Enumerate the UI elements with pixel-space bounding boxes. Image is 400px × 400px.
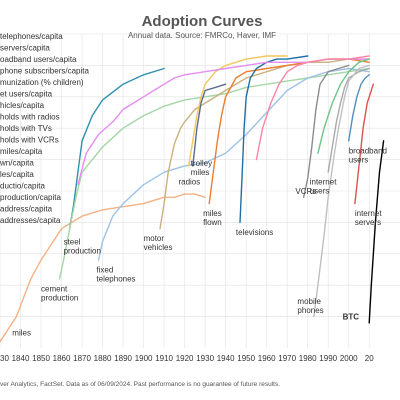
series-lines	[0, 55, 385, 343]
series-label-10: internet users	[310, 178, 337, 196]
series-line-15	[77, 58, 370, 186]
series-line-8	[239, 55, 309, 224]
legend-entry-13: ductio/capita	[0, 182, 45, 191]
chart-subtitle: Annual data. Source: FMRCo, Haver, IMF	[128, 31, 276, 40]
legend-entry-11: wn/capita	[0, 159, 34, 168]
legend-entry-6: hicles/capita	[0, 101, 45, 110]
x-tick-1990: 1990	[319, 354, 337, 363]
legend-entry-8: holds with TVs	[0, 124, 52, 133]
series-line-14	[368, 140, 385, 324]
legend-entry-4: munization (% children)	[0, 78, 84, 87]
series-label-2: cement production	[41, 284, 78, 302]
x-tick-1900: 1900	[135, 354, 153, 363]
x-tick-1940: 1940	[217, 354, 235, 363]
series-label-11: mobile phones	[297, 297, 323, 315]
series-line-11	[313, 64, 370, 318]
series-label-12: broadband users	[349, 146, 387, 164]
x-tick-1890: 1890	[114, 354, 132, 363]
legend-entry-15: address/capita	[0, 205, 53, 214]
series-label-0: miles	[12, 328, 31, 337]
legend-entry-9: holds with VCRs	[0, 136, 59, 145]
x-tick-1830: 1830	[0, 354, 9, 363]
series-line-16	[255, 55, 370, 161]
x-tick-2000: 2000	[340, 354, 358, 363]
x-tick-1920: 1920	[176, 354, 194, 363]
series-line-5	[192, 83, 227, 167]
series-line-12	[348, 74, 370, 142]
series-label-14: BTC	[343, 313, 360, 322]
footer-source: ver Analytics, FactSet. Data as of 06/09…	[0, 381, 280, 388]
x-tick-1950: 1950	[237, 354, 255, 363]
grid	[0, 33, 400, 348]
series-label-5: trolley miles	[191, 159, 212, 177]
series-label-3: fixed telephones	[96, 266, 135, 284]
series-line-17	[317, 58, 370, 155]
x-tick-1980: 1980	[299, 354, 317, 363]
x-tick-1960: 1960	[258, 354, 276, 363]
series-line-13	[354, 83, 374, 205]
series-label-6: radios	[178, 178, 200, 187]
legend-entry-2: oadband users/capita	[0, 55, 77, 64]
series-label-8: televisions	[236, 228, 273, 237]
series-line-6	[187, 55, 288, 167]
legend-entry-16: addresses/capita	[0, 216, 61, 225]
legend-entry-5: et users/capita	[0, 90, 53, 99]
x-tick-1840: 1840	[12, 354, 30, 363]
x-tick-1930: 1930	[196, 354, 214, 363]
series-line-9	[302, 64, 350, 199]
series-label-7: miles flown	[203, 209, 222, 227]
series-line-4	[159, 58, 370, 230]
series-label-4: motor vehicles	[144, 234, 173, 252]
chart-title: Adoption Curves	[142, 13, 263, 30]
series-line-0	[0, 193, 206, 343]
legend: telephones/capita servers/capita oadband u…	[0, 32, 89, 225]
series-line-10	[327, 67, 370, 173]
legend-entry-10: miles/capita	[0, 147, 43, 156]
x-tick-1860: 1860	[53, 354, 71, 363]
legend-entry-3: phone subscribers/capita	[0, 67, 89, 76]
legend-entry-12: les/capita	[0, 170, 34, 179]
legend-entry-1: servers/capita	[0, 44, 50, 53]
x-tick-20: 20	[365, 354, 374, 363]
legend-entry-0: telephones/capita	[0, 32, 63, 41]
series-labels: miles steel production cement production fixe…	[12, 146, 387, 337]
legend-entry-7: holds with radios	[0, 113, 60, 122]
series-line-3	[97, 67, 370, 261]
series-label-13: internet servers	[355, 209, 382, 227]
x-tick-1880: 1880	[94, 354, 112, 363]
series-label-9: VCRs	[295, 187, 316, 196]
x-axis-ticks: 1830184018501860187018801890190019101920…	[0, 354, 374, 363]
x-tick-1970: 1970	[278, 354, 296, 363]
x-tick-1870: 1870	[73, 354, 91, 363]
x-tick-1910: 1910	[155, 354, 173, 363]
x-tick-1850: 1850	[32, 354, 50, 363]
series-label-1: steel production	[64, 237, 101, 255]
series-line-1	[68, 67, 165, 230]
legend-entry-14: production/capita	[0, 193, 61, 202]
